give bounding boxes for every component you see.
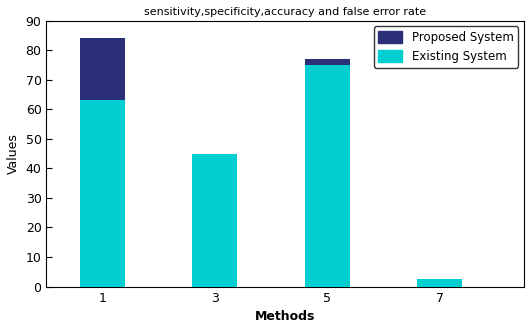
X-axis label: Methods: Methods (255, 310, 315, 323)
Bar (80, 100, 125, 287)
Title: sensitivity,specificity,accuracy and false error rate: sensitivity,specificity,accuracy and fal… (144, 7, 426, 17)
Legend: Proposed System, Existing System: Proposed System, Existing System (374, 26, 518, 68)
Y-axis label: Values: Values (7, 133, 20, 174)
Bar (305, 59, 350, 287)
Bar (417, 284, 463, 287)
Bar (305, 65, 350, 287)
Bar (192, 153, 237, 287)
Bar (417, 279, 463, 287)
Bar (80, 38, 125, 287)
Bar (192, 213, 237, 287)
